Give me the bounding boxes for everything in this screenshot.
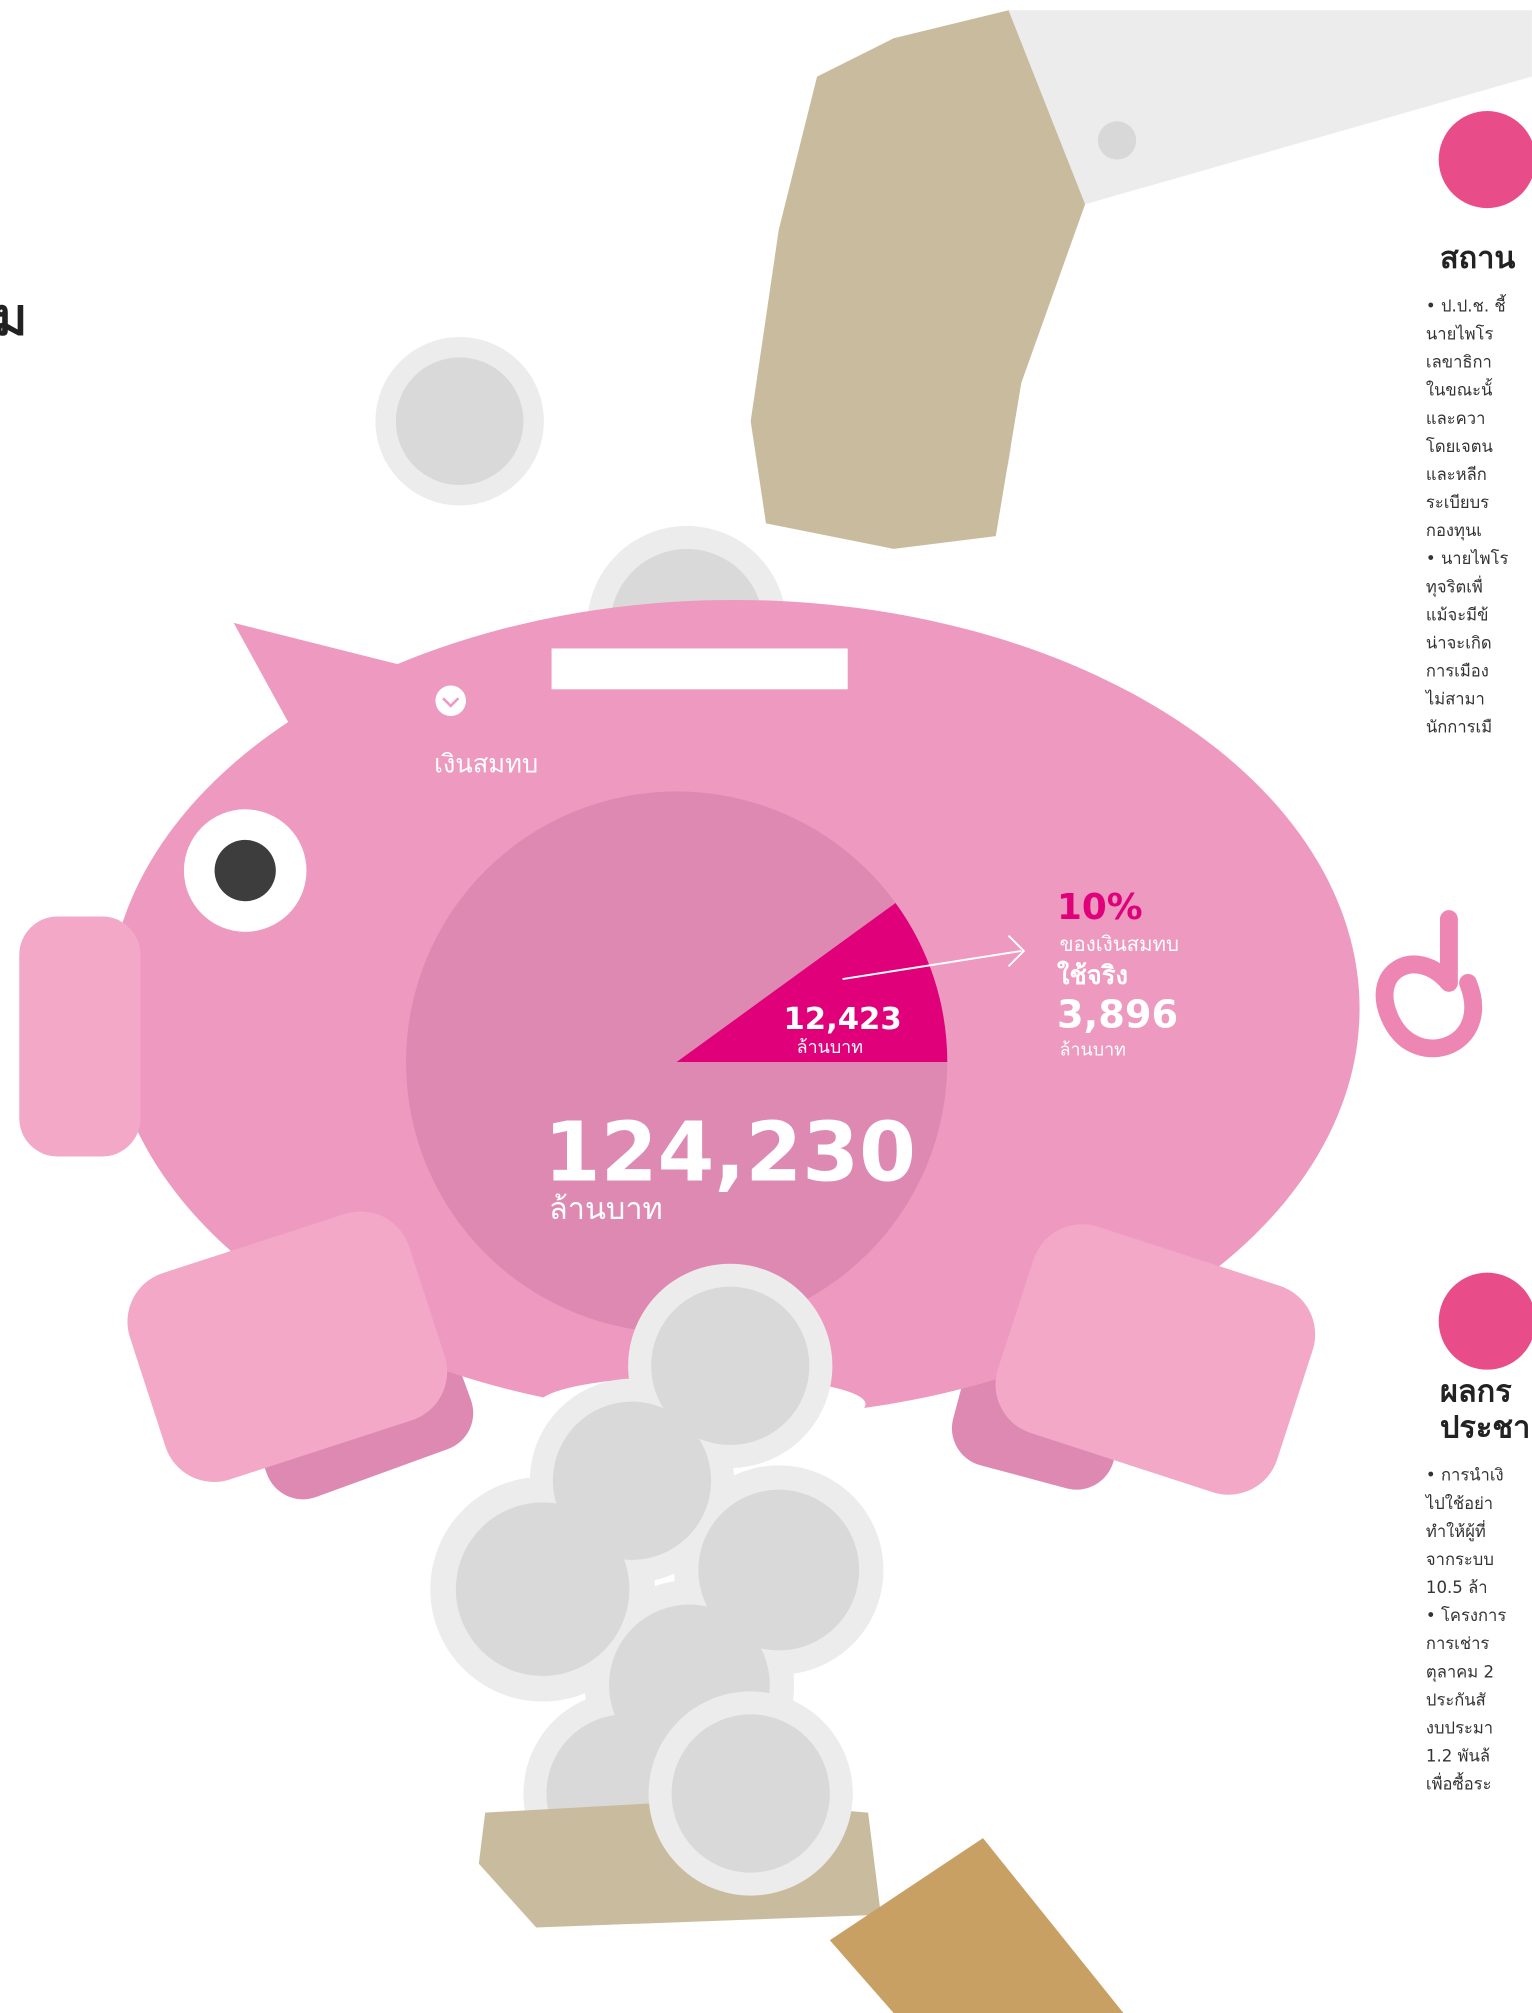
section-line: ทุจริตเพื่ (1426, 575, 1483, 597)
section-line: ไปใช้อย่า (1424, 1494, 1493, 1513)
section-line: แม้จะมีข้ (1426, 605, 1489, 624)
pupil (214, 839, 276, 902)
section-heading: ประชา (1440, 1410, 1530, 1445)
section-line: การเมือง (1426, 662, 1489, 681)
section-line: จากระบบ (1426, 1550, 1494, 1569)
section-line: ระเบียบร (1426, 493, 1489, 512)
section-line: • ป.ป.ช. ชี้ (1426, 293, 1507, 315)
section-heading: สถาน (1440, 241, 1515, 276)
sleeve-bottom (829, 1838, 1124, 2013)
snout (19, 916, 141, 1157)
button (1097, 121, 1137, 160)
section-line: • การนำเงิ (1426, 1466, 1504, 1485)
percent: 10% (1057, 887, 1143, 928)
section-line: กองทุนเ (1426, 521, 1482, 541)
section-line: นายไพโร (1426, 325, 1494, 344)
section-line: ในขณะนั้ (1426, 378, 1493, 400)
section-line: 1.2 พันล้ (1426, 1747, 1490, 1766)
section-line: ทำให้ผู้ที่ (1426, 1520, 1486, 1542)
section-line: ประกันสั (1426, 1690, 1486, 1709)
section-heading: ผลกร (1440, 1375, 1512, 1410)
coin (671, 1714, 830, 1873)
title: ม (0, 288, 27, 347)
sections: สถาน • ป.ป.ช. ชี้นายไพโรเลขาธิกาในขณะนั้แ… (1424, 241, 1530, 1794)
section-line: และควา (1426, 409, 1485, 428)
section-line: น่าจะเกิด (1426, 633, 1492, 652)
section-line: งบประมา (1426, 1718, 1493, 1737)
sleeve (1008, 10, 1532, 205)
leg (995, 1224, 1316, 1495)
arrow (842, 950, 1022, 981)
section-line: เพื่อซื้อระ (1426, 1772, 1492, 1794)
actual-label: ใช้จริง (1057, 960, 1128, 991)
total-value: 124,230 (544, 1106, 916, 1201)
chevron (442, 697, 460, 708)
section-line: โดยเจตน (1426, 437, 1493, 456)
section-line: ไม่สามา (1424, 690, 1485, 709)
section-line: • โครงการ (1426, 1606, 1506, 1625)
section-line: การเช่าร (1426, 1634, 1489, 1653)
tail (1375, 910, 1483, 1058)
coin (395, 357, 524, 486)
actual-value: 3,896 (1057, 993, 1178, 1038)
actual-unit: ล้านบาท (1060, 1040, 1126, 1061)
chevron-button[interactable] (435, 685, 467, 717)
section-line: 10.5 ล้า (1426, 1578, 1488, 1597)
section-line: และหลีก (1426, 465, 1487, 484)
asterisk-icon (1438, 1272, 1532, 1370)
section-line: เลขาธิกา (1426, 353, 1492, 372)
leg (127, 1211, 448, 1482)
arrow-head (1007, 934, 1026, 967)
slot (551, 648, 848, 690)
total-unit: ล้านบาท (549, 1192, 663, 1227)
section-line: ตุลาคม 2 (1426, 1662, 1494, 1682)
slice-value: 12,423 (783, 1002, 901, 1037)
section-line: นักการเมื (1426, 718, 1492, 737)
section-line: • นายไพโร (1426, 549, 1509, 568)
gavel-icon (1438, 111, 1532, 209)
slice-unit: ล้านบาท (797, 1037, 863, 1058)
hand (750, 10, 1086, 549)
share-wedge (676, 902, 948, 1063)
label: เงินสมทบ (434, 749, 538, 779)
percent-note: ของเงินสมทบ (1060, 932, 1179, 956)
